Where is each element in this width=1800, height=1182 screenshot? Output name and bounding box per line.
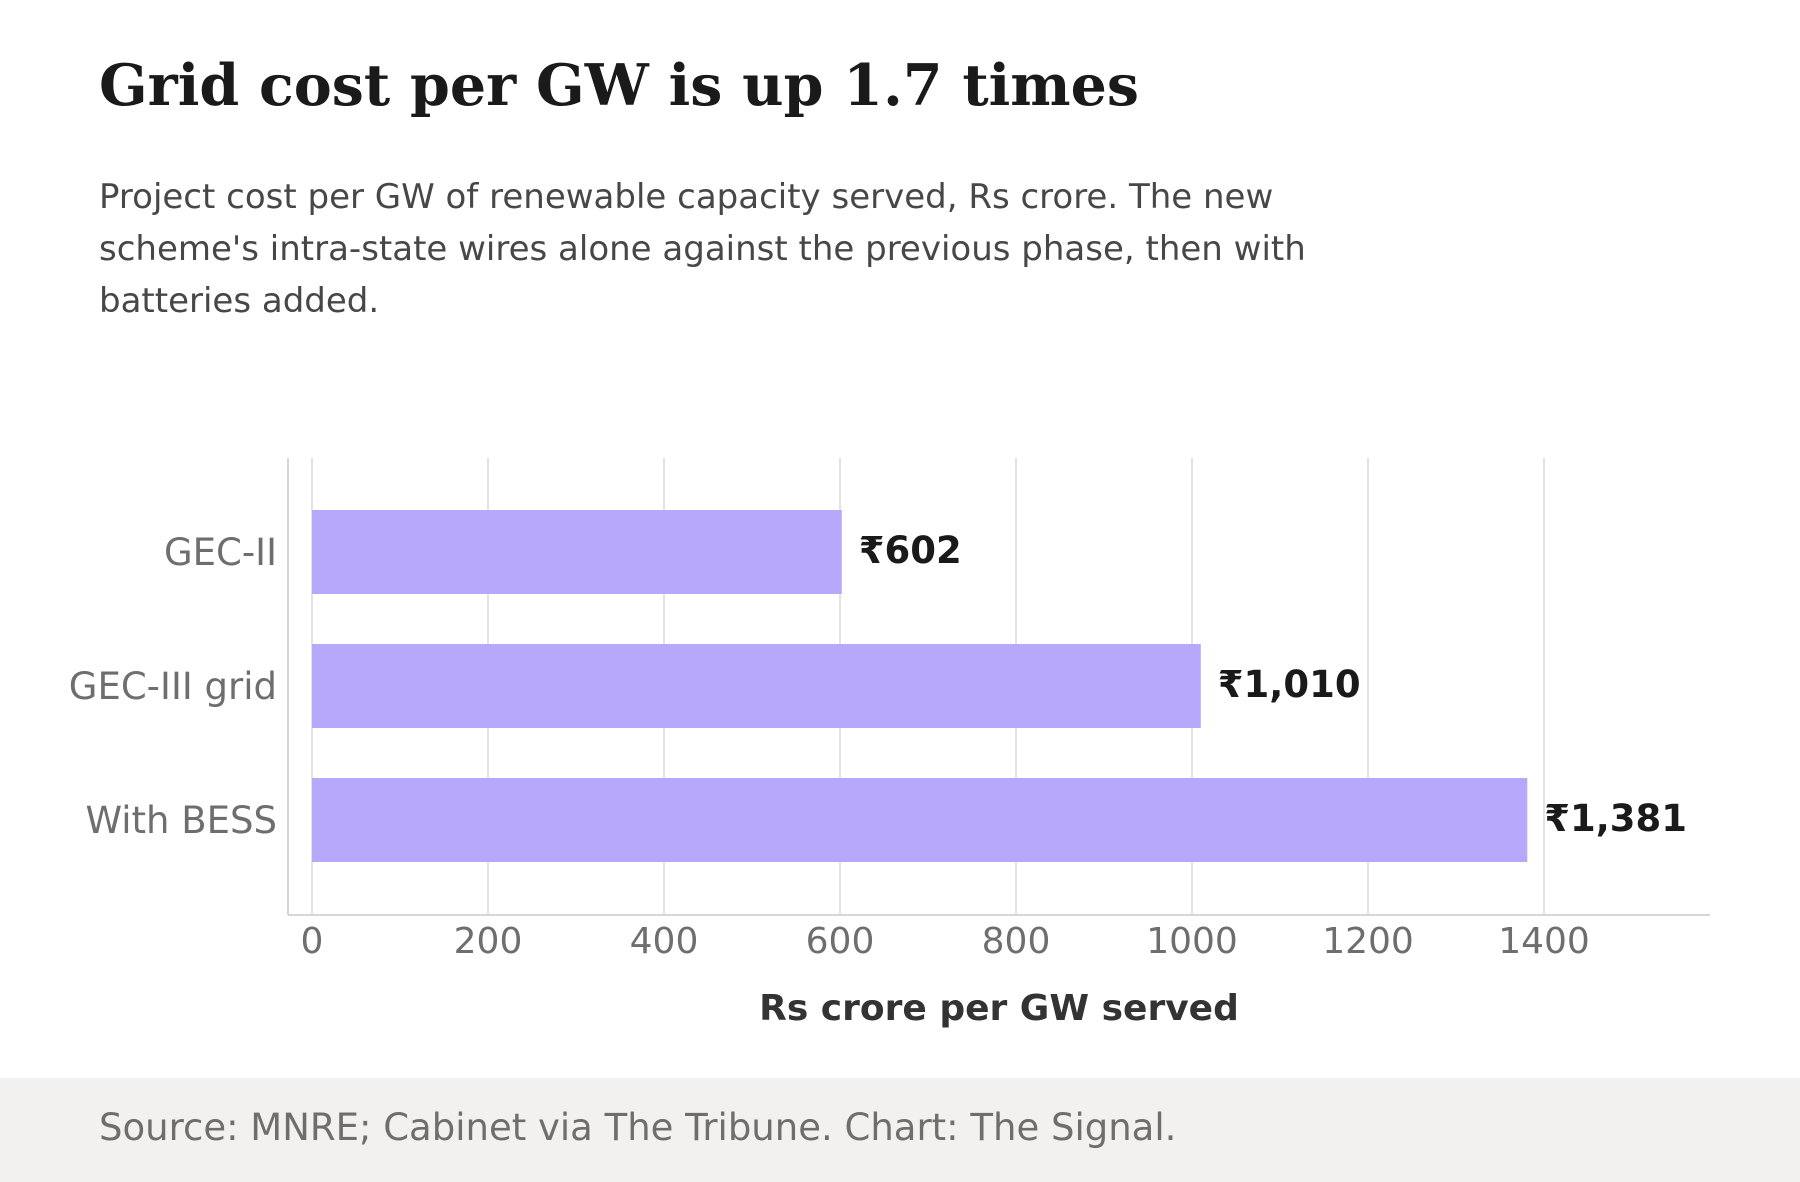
chart-subtitle: Project cost per GW of renewable capacit… <box>99 177 1306 321</box>
category-label: GEC-II <box>164 531 277 574</box>
value-labels: ₹602 ₹1,010 ₹1,381 <box>859 529 1687 840</box>
source-note: Source: MNRE; Cabinet via The Tribune. C… <box>99 1106 1177 1149</box>
x-tick-labels: 0 200 400 600 800 1000 1200 1400 <box>301 921 1590 962</box>
bar <box>312 778 1528 862</box>
x-tick-label: 800 <box>982 921 1051 962</box>
footer: Source: MNRE; Cabinet via The Tribune. C… <box>0 1078 1800 1182</box>
x-tick-label: 1200 <box>1322 921 1414 962</box>
value-label: ₹1,381 <box>1544 797 1687 840</box>
category-label: GEC-III grid <box>69 665 277 708</box>
value-label: ₹1,010 <box>1218 663 1361 706</box>
x-tick-label: 400 <box>630 921 699 962</box>
x-tick-label: 1000 <box>1146 921 1238 962</box>
bars <box>312 510 1528 862</box>
x-tick-label: 0 <box>301 921 324 962</box>
bar <box>312 644 1201 728</box>
x-tick-label: 1400 <box>1498 921 1590 962</box>
x-tick-label: 200 <box>454 921 523 962</box>
bar <box>312 510 842 594</box>
x-tick-label: 600 <box>806 921 875 962</box>
x-axis-title: Rs crore per GW served <box>759 988 1239 1029</box>
category-labels: GEC-II GEC-III grid With BESS <box>69 531 277 842</box>
value-label: ₹602 <box>859 529 962 572</box>
chart-title: Grid cost per GW is up 1.7 times <box>99 52 1139 119</box>
category-label: With BESS <box>85 799 277 842</box>
bar-chart: GEC-II GEC-III grid With BESS ₹602 ₹1,010 ₹1… <box>69 458 1710 1029</box>
